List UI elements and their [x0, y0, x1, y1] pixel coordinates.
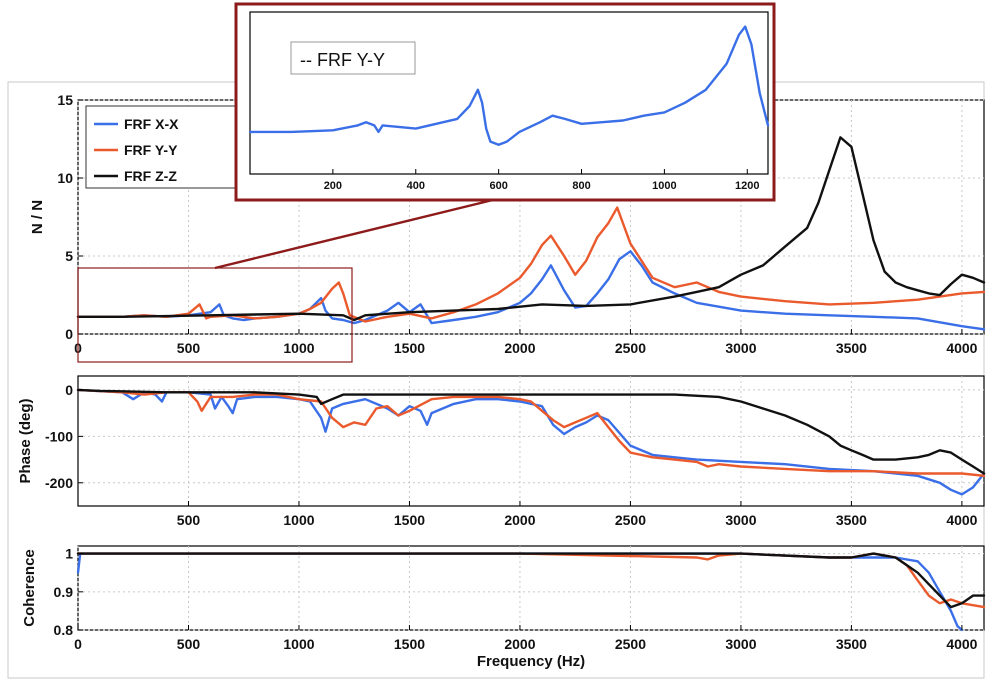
legend-label-y: FRF Y-Y: [124, 142, 178, 158]
x-tick-label: 600: [489, 180, 507, 192]
x-tick-label: 400: [407, 180, 425, 192]
y-tick-label: -200: [45, 475, 73, 491]
panel-coherence: 0 500 1000 1500 2000 2500 3000 3500 40000.80.91 …: [21, 545, 986, 670]
inset-zoom: 200 400 600 800 1000 1200 -- FRF Y-Y: [234, 2, 776, 202]
x-tick-label: 500: [177, 512, 201, 528]
x-tick-label: 1000: [283, 636, 314, 652]
panel-phase-ylabel: Phase (deg): [17, 398, 34, 483]
x-tick-label: 2500: [615, 340, 646, 356]
series-line-z: [76, 388, 986, 475]
zoom-connector-line: [214, 195, 506, 270]
panel-frf-ylabel: N / N: [29, 200, 46, 234]
series-line-y: [76, 388, 986, 477]
panel-phase: 500 1000 1500 2000 2500 3000 3500 4000 0 -100 -200…: [17, 375, 986, 528]
x-tick-label: 500: [177, 340, 201, 356]
y-tick-label: 0: [65, 326, 73, 342]
inset-legend-box: [290, 41, 416, 75]
series-line-z: [76, 552, 986, 609]
x-tick-label: 3000: [725, 512, 756, 528]
x-tick-label: 1200: [735, 180, 759, 192]
x-tick-label: 4000: [946, 636, 977, 652]
x-tick-label: 3000: [725, 636, 756, 652]
series-line-z: [76, 136, 986, 322]
panel-phase-lines: [76, 388, 986, 496]
panel-phase-ticks: 500 1000 1500 2000 2500 3000 3500 4000 0 -100 -200: [45, 382, 978, 528]
y-tick-label: 0.9: [54, 584, 74, 600]
x-tick-label: 4000: [946, 340, 977, 356]
x-tick-label: 2000: [504, 636, 535, 652]
x-tick-label: 1500: [394, 636, 425, 652]
x-tick-label: 0: [74, 636, 82, 652]
x-tick-label: 200: [324, 180, 342, 192]
legend-label-z: FRF Z-Z: [124, 168, 177, 184]
x-tick-label: 3500: [836, 340, 867, 356]
panel-coherence-axes: [77, 545, 985, 631]
inset-axes: [249, 11, 769, 175]
y-tick-label: 0.8: [54, 622, 74, 638]
series-line-x: [76, 388, 986, 496]
y-tick-label: 1: [65, 546, 73, 562]
x-tick-label: 1000: [652, 180, 676, 192]
x-tick-label: 2000: [504, 340, 535, 356]
x-tick-label: 3500: [836, 636, 867, 652]
panel-coherence-lines: [76, 552, 986, 632]
panel-coherence-ticks: 0 500 1000 1500 2000 2500 3000 3500 4000 0.8 0.9 1: [54, 546, 978, 652]
x-tick-label: 500: [177, 636, 201, 652]
panel-frf-legend: FRF X-X FRF Y-Y FRF Z-Z: [85, 105, 247, 189]
x-tick-label: 1500: [394, 512, 425, 528]
panel-frf-lines: [76, 136, 986, 331]
x-tick-label: 2500: [615, 512, 646, 528]
x-tick-label: 1000: [283, 340, 314, 356]
y-tick-label: 5: [65, 248, 73, 264]
x-tick-label: 1000: [283, 512, 314, 528]
x-tick-label: 3500: [836, 512, 867, 528]
panel-phase-grid: [78, 376, 984, 506]
inset-ticks: 200 400 600 800 1000 1200: [324, 169, 760, 192]
legend-label-x: FRF X-X: [124, 116, 179, 132]
x-tick-label: 3000: [725, 340, 756, 356]
x-tick-label: 2500: [615, 636, 646, 652]
panel-coherence-ylabel: Coherence: [21, 549, 38, 627]
panel-coherence-xlabel: Frequency (Hz): [477, 653, 585, 670]
series-line-y: [76, 206, 986, 323]
y-tick-label: 0: [65, 382, 73, 398]
x-tick-label: 800: [572, 180, 590, 192]
inset-legend-label: -- FRF Y-Y: [300, 50, 385, 70]
x-tick-label: 4000: [946, 512, 977, 528]
series-line-x: [248, 25, 770, 147]
y-tick-label: 10: [57, 170, 73, 186]
inset-lines: [248, 25, 770, 147]
x-tick-label: 2000: [504, 512, 535, 528]
x-tick-label: 1500: [394, 340, 425, 356]
y-tick-label: -100: [45, 428, 73, 444]
y-tick-label: 15: [57, 92, 73, 108]
